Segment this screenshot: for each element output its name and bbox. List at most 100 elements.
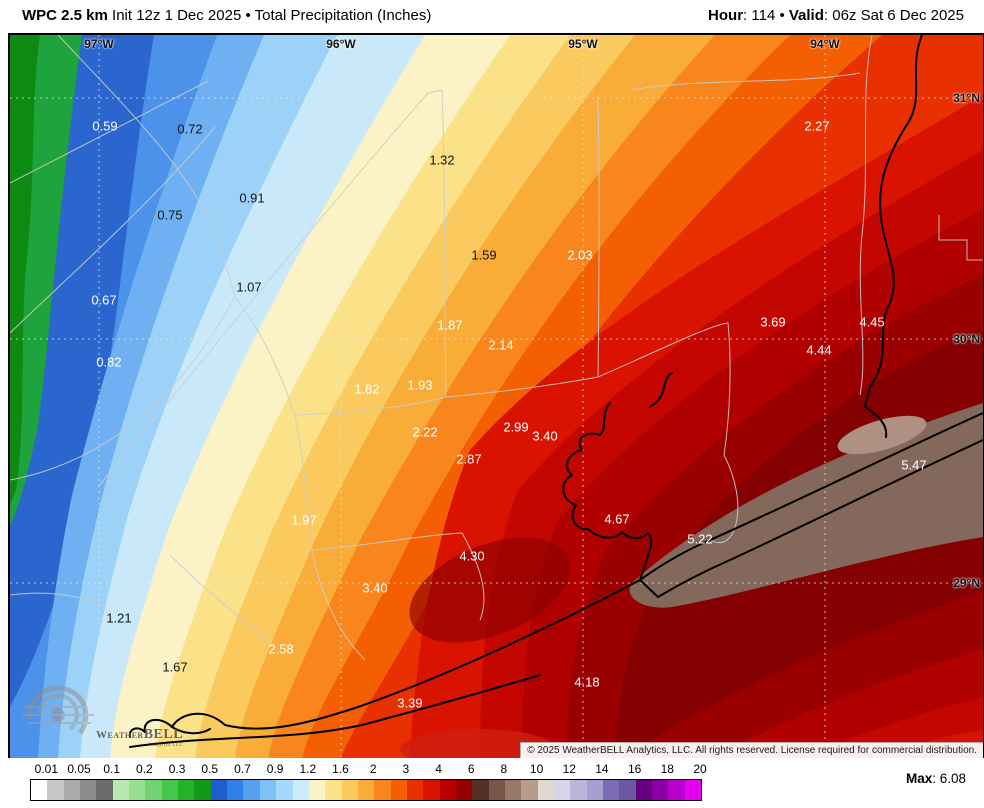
- map-canvas: 0.59 0.72 1.32 2.27 0.75 0.91 1.07 0.67 1.59 2.03…: [8, 33, 984, 762]
- legend-tick-label: 0.05: [67, 762, 91, 776]
- colorbar-cell: [80, 780, 97, 800]
- colorbar-cell: [390, 780, 407, 800]
- precipitation-contours: [10, 35, 983, 760]
- hour-value: : 114 •: [743, 7, 789, 24]
- legend-tick-label: 10: [529, 762, 544, 776]
- weatherbell-swirl-icon: [22, 685, 94, 735]
- latitude-label: 30°N: [953, 332, 980, 346]
- longitude-label: 94°W: [810, 37, 840, 51]
- legend-tick-label: 0.1: [103, 762, 121, 776]
- product-title-init: Init 12z 1 Dec 2025 • Total Precipitatio…: [107, 7, 432, 24]
- colorbar-cell: [178, 780, 195, 800]
- legend-tick-label: 1.2: [299, 762, 317, 776]
- legend-tick-label: 8: [500, 762, 508, 776]
- colorbar-cell: [423, 780, 440, 800]
- legend-tick-label: 3: [402, 762, 410, 776]
- precip-value-label: 4.45: [859, 314, 885, 330]
- colorbar-cell: [554, 780, 571, 800]
- colorbar-cell: [63, 780, 81, 800]
- colorbar-cell: [112, 780, 130, 800]
- precip-value-label: 4.18: [574, 674, 600, 690]
- precip-value-label: 0.59: [92, 118, 118, 134]
- precip-value-label: 1.93: [407, 377, 433, 393]
- colorbar-cell: [652, 780, 669, 800]
- colorbar-cell: [31, 780, 48, 800]
- colorbar-cell: [210, 780, 228, 800]
- colorbar-cell: [586, 780, 604, 800]
- colorbar-cell: [243, 780, 260, 800]
- max-value: : 6.08: [932, 771, 966, 786]
- hour-label: Hour: [708, 7, 744, 24]
- colorbar-cell: [161, 780, 179, 800]
- precip-value-label: 0.82: [96, 354, 122, 370]
- precip-value-label: 1.32: [429, 152, 455, 168]
- legend-tick-label: 0.01: [34, 762, 59, 776]
- latitude-label: 31°N: [953, 91, 980, 105]
- precip-value-label: 1.82: [354, 381, 380, 397]
- colorbar-cell: [406, 780, 424, 800]
- colorbar-cell: [570, 780, 587, 800]
- colorbar-cell: [129, 780, 146, 800]
- precip-value-label: 0.75: [157, 207, 183, 223]
- precip-value-label: 2.27: [804, 118, 830, 134]
- precip-value-label: 5.22: [687, 531, 713, 547]
- product-title-model: WPC 2.5 km: [22, 7, 108, 24]
- precip-value-label: 5.47: [901, 457, 927, 473]
- precip-value-label: 2.87: [456, 451, 482, 467]
- colorbar-cell: [635, 780, 653, 800]
- legend-tick-label: 16: [627, 762, 642, 776]
- precip-value-label: 0.67: [91, 292, 117, 308]
- legend-tick-label: 14: [595, 762, 609, 776]
- colorbar-cell: [47, 780, 64, 800]
- colorbar-cell: [194, 780, 211, 800]
- colorbar-cell: [276, 780, 293, 800]
- max-label: Max: [905, 771, 933, 786]
- precip-value-label: 1.21: [106, 610, 132, 626]
- colorbar-cell: [96, 780, 113, 800]
- precip-value-label: 1.07: [236, 279, 262, 295]
- colorbar-cell: [357, 780, 375, 800]
- colorbar-cell: [341, 780, 358, 800]
- colorbar-cell: [668, 780, 685, 800]
- precip-value-label: 0.72: [177, 121, 203, 137]
- legend-tick-label: 0.3: [168, 762, 186, 776]
- max-value-readout: Max: 6.08: [906, 771, 966, 786]
- colorbar-cell: [325, 780, 342, 800]
- colorbar-cell: [374, 780, 391, 800]
- colorbar-cell: [684, 780, 702, 800]
- precip-value-label: 2.22: [412, 424, 438, 440]
- legend-tick-label: 2: [369, 762, 377, 776]
- precip-value-label: 3.40: [362, 580, 388, 596]
- colorbar-cell: [227, 780, 244, 800]
- colorbar-cell: [619, 780, 636, 800]
- precip-value-label: 4.30: [459, 548, 485, 564]
- colorbar-cell: [259, 780, 277, 800]
- colorbar-cell: [455, 780, 473, 800]
- precip-value-label: 1.67: [162, 659, 188, 675]
- legend-tick-label: 0.2: [136, 762, 153, 776]
- colorbar-cell: [439, 780, 456, 800]
- colorbar-cell: [537, 780, 554, 800]
- legend-tick-label: 1.6: [332, 762, 349, 776]
- colorbar-cell: [521, 780, 538, 800]
- valid-label: Valid: [788, 7, 824, 24]
- precip-colorbar: [30, 779, 702, 801]
- colorbar-cell: [603, 780, 620, 800]
- precip-value-label: 3.40: [532, 428, 558, 444]
- valid-time-title: Hour: 114 • Valid: 06z Sat 6 Dec 2025: [708, 7, 964, 24]
- legend-tick-label: 4: [435, 762, 442, 776]
- legend-tick-label: 18: [660, 762, 674, 776]
- colorbar-cell: [472, 780, 489, 800]
- precip-value-label: 1.59: [471, 247, 497, 263]
- precip-value-label: 2.99: [503, 419, 529, 435]
- product-title: WPC 2.5 km Init 12z 1 Dec 2025 • Total P…: [22, 7, 431, 24]
- precip-value-label: 2.58: [268, 641, 294, 657]
- header-bar: WPC 2.5 km Init 12z 1 Dec 2025 • Total P…: [0, 0, 984, 33]
- longitude-label: 96°W: [326, 37, 356, 51]
- legend-tick-label: 0.7: [234, 762, 251, 776]
- legend-tick-label: 6: [467, 762, 475, 776]
- precip-value-label: 2.03: [567, 247, 593, 263]
- precip-value-label: 1.97: [291, 512, 317, 528]
- precip-value-label: 1.87: [437, 317, 463, 333]
